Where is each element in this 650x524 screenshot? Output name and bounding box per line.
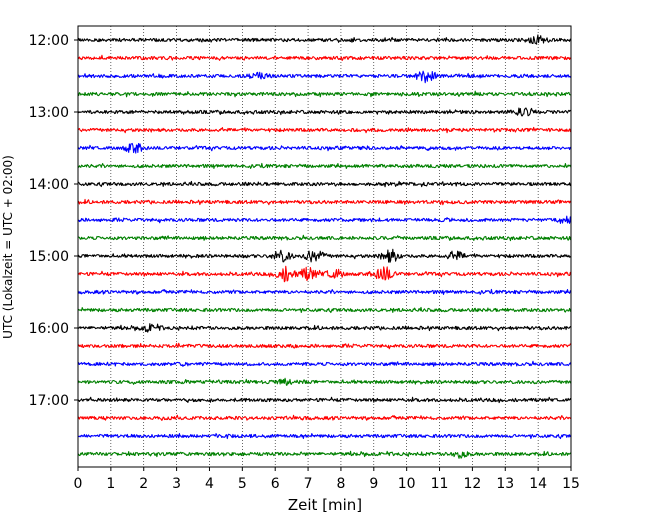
x-tick-label-8: 8 [336,476,345,492]
seismic-traces [77,34,572,459]
x-tick-label-5: 5 [238,476,247,492]
y-tick-label-1700: 17:00 [29,393,69,409]
trace-row-1 [77,54,572,61]
x-tick-label-3: 3 [172,476,181,492]
y-axis-label: UTC (Lokalzeit = UTC + 02:00) [1,155,15,339]
x-tick-label-15: 15 [562,476,580,492]
trace-row-3 [77,90,572,98]
trace-row-12 [77,248,572,263]
y-axis-ticks: 12:00 13:00 14:00 15:00 16:00 17:00 [29,33,78,409]
x-tick-label-11: 11 [431,476,449,492]
trace-row-8 [77,180,572,188]
x-tick-label-1: 1 [106,476,115,492]
y-tick-label-1500: 15:00 [29,249,69,265]
trace-row-6 [77,142,572,154]
x-tick-label-4: 4 [205,476,214,492]
x-tick-label-2: 2 [139,476,148,492]
trace-row-11 [77,234,572,242]
x-axis-label: Zeit [min] [288,496,362,514]
trace-row-14 [77,288,572,295]
y-tick-label-1400: 14:00 [29,177,69,193]
x-tick-label-13: 13 [496,476,514,492]
trace-row-19 [77,377,572,386]
y-tick-label-1200: 12:00 [29,33,69,49]
trace-row-18 [77,360,572,367]
trace-row-20 [77,396,572,404]
trace-row-23 [77,450,572,459]
x-tick-label-10: 10 [398,476,416,492]
x-tick-label-9: 9 [369,476,378,492]
y-tick-label-1300: 13:00 [29,105,69,121]
x-tick-label-12: 12 [463,476,481,492]
trace-row-10 [77,215,572,224]
trace-row-4 [77,107,572,117]
trace-row-16 [77,323,572,333]
x-tick-label-7: 7 [304,476,313,492]
y-tick-label-1600: 16:00 [29,321,69,337]
trace-row-0 [77,34,572,45]
trace-row-13 [77,265,572,283]
x-tick-label-14: 14 [529,476,547,492]
trace-row-5 [77,126,572,134]
x-axis-ticks: 0 1 2 3 4 5 6 7 8 9 10 11 12 13 14 15 [74,467,580,492]
trace-row-9 [77,198,572,206]
x-tick-label-0: 0 [74,476,83,492]
trace-row-22 [77,433,572,440]
trace-row-15 [77,306,572,314]
trace-row-2 [77,70,572,84]
plot-frame [77,25,572,468]
trace-row-7 [78,162,572,169]
x-tick-label-6: 6 [271,476,280,492]
trace-row-21 [77,414,572,421]
trace-row-17 [77,342,572,350]
